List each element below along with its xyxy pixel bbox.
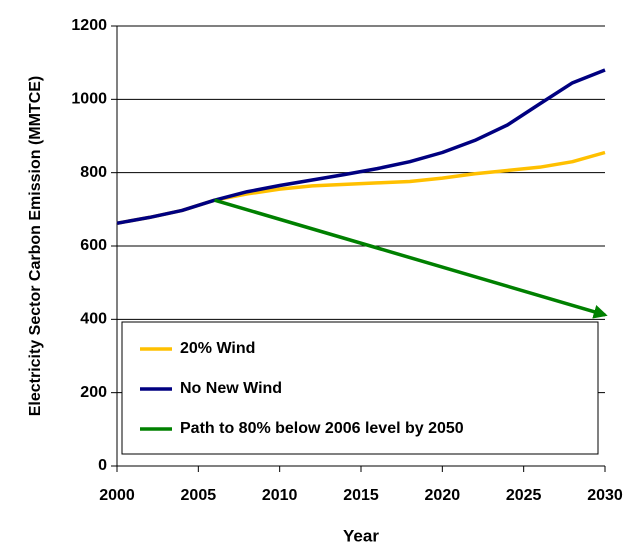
series-line [116,68,606,225]
x-tick-label: 2005 [181,487,217,504]
legend-label: Path to 80% below 2006 level by 2050 [180,420,464,437]
legend-label: 20% Wind [180,340,255,357]
y-tick-label: 600 [80,237,107,254]
x-tick-label: 2025 [506,487,542,504]
x-tick-label: 2030 [587,487,623,504]
y-tick-label: 800 [80,164,107,181]
legend-label: No New Wind [180,380,282,397]
x-tick-label: 2010 [262,487,298,504]
series-line [214,198,608,319]
legend-box [121,321,599,455]
series-line [116,150,606,225]
y-tick-label: 1200 [71,17,107,34]
y-axis-title: Electricity Sector Carbon Emission (MMTC… [27,76,44,417]
x-axis-title: Year [343,526,379,545]
y-tick-label: 1000 [71,91,107,108]
y-tick-label: 200 [80,384,107,401]
x-tick-label: 2015 [343,487,379,504]
x-tick-label: 2020 [425,487,461,504]
y-tick-label: 0 [98,457,107,474]
y-tick-label: 400 [80,311,107,328]
x-tick-label: 2000 [99,487,135,504]
